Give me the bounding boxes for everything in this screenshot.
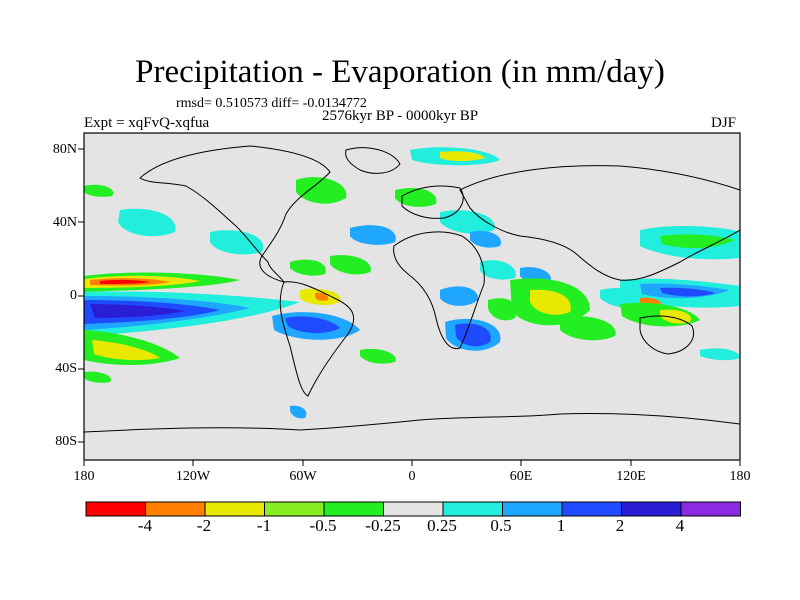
south-america-coast: [279, 281, 355, 397]
colorbar-label: -0.5: [309, 516, 337, 535]
stats-text: rmsd= 0.510573 diff= -0.0134772: [176, 96, 367, 111]
lon-label-60w: 60W: [289, 469, 317, 484]
colorbar-box: [502, 501, 563, 517]
lon-label-180e: 180: [729, 469, 751, 484]
colorbar-label: 2: [615, 516, 625, 535]
colorbar-box: [323, 501, 384, 517]
lon-label-120w: 120W: [175, 469, 211, 484]
colorbar-box: [680, 501, 741, 517]
lon-label-180w: 180: [73, 469, 95, 484]
colorbar-box: [204, 501, 265, 517]
africa-coast: [393, 231, 485, 350]
colorbar-label: -0.25: [365, 516, 401, 535]
europe-coast: [401, 185, 464, 219]
colorbar-box: [85, 501, 146, 517]
colorbar-box: [383, 501, 444, 517]
colorbar-box: [442, 501, 503, 517]
colorbar-label: 1: [556, 516, 566, 535]
colorbar-label: 0.5: [490, 516, 512, 535]
period-text: 2576kyr BP - 0000kyr BP: [322, 108, 479, 124]
antarctica-coast: [84, 413, 740, 433]
lat-label-40n: 40N: [52, 215, 77, 230]
season-label: DJF: [711, 115, 737, 131]
colorbar-box: [621, 501, 682, 517]
greenland-coast: [345, 147, 401, 174]
colorbar-label: 4: [675, 516, 685, 535]
lat-ticks: [78, 148, 84, 443]
colorbar: [85, 501, 741, 517]
lat-label-80n: 80N: [52, 142, 77, 157]
lat-label-0: 0: [70, 288, 77, 303]
colorbar-box: [561, 501, 622, 517]
lat-label-80s: 80S: [55, 434, 77, 449]
colorbar-label: 0.25: [427, 516, 457, 535]
lat-label-40s: 40S: [55, 361, 77, 376]
colorbar-box: [145, 501, 206, 517]
map-title: Precipitation - Evaporation (in mm/day): [135, 54, 665, 90]
lon-label-60e: 60E: [509, 469, 533, 484]
north-america-coast: [139, 145, 331, 283]
australia-coast: [639, 315, 694, 355]
colorbar-label: -4: [137, 516, 153, 535]
colorbar-label: -2: [196, 516, 212, 535]
lon-label-0: 0: [408, 469, 416, 484]
colorbar-box: [264, 501, 325, 517]
coastlines: [84, 145, 740, 433]
lon-label-120e: 120E: [616, 469, 646, 484]
experiment-label: Expt = xqFvQ-xqfua: [84, 115, 210, 131]
asia-coast: [459, 165, 740, 281]
lon-ticks: [83, 460, 741, 466]
anomaly-field: [84, 147, 740, 419]
colorbar-label: -1: [256, 516, 272, 535]
